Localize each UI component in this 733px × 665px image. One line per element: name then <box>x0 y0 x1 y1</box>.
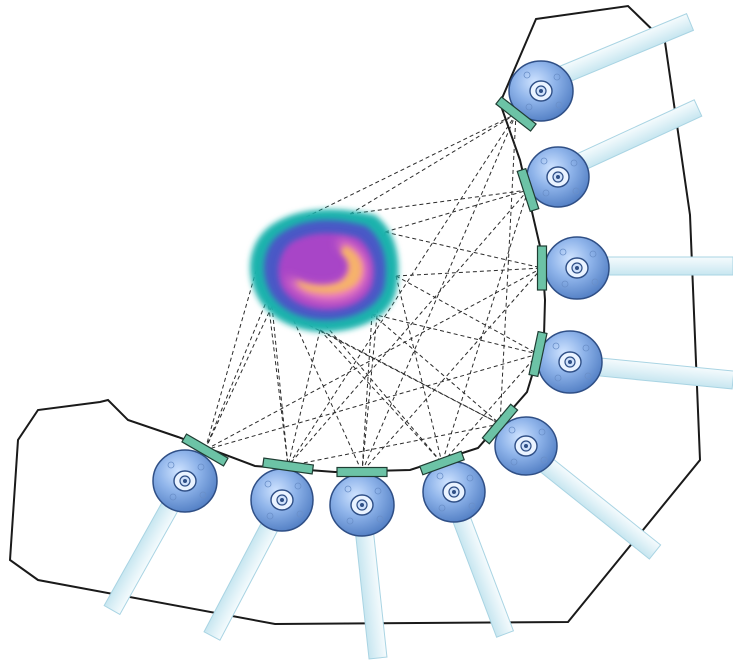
collimator-plate <box>336 466 388 478</box>
light-guide-tube <box>533 452 662 560</box>
line-of-response <box>371 313 539 355</box>
line-of-response <box>361 231 386 473</box>
light-guide-tube <box>594 256 733 276</box>
collimator-plate <box>536 245 548 291</box>
coincidence-line <box>441 353 539 464</box>
light-guide-tube <box>588 356 733 390</box>
line-of-response <box>271 305 289 467</box>
line-of-response <box>287 329 321 467</box>
coincidence-line <box>499 113 517 425</box>
line-of-response <box>371 313 501 425</box>
line-of-response <box>299 113 517 221</box>
coincidence-line <box>287 423 501 467</box>
collimator-plate <box>516 167 540 213</box>
coincidence-line <box>287 189 529 467</box>
collimator-plate <box>261 457 315 475</box>
detector-module <box>537 330 603 394</box>
detector-module <box>329 473 395 537</box>
line-of-response <box>319 329 443 464</box>
detector-module <box>508 60 574 122</box>
detector-module <box>526 146 590 208</box>
line-of-response <box>395 275 539 355</box>
lines-of-response <box>204 113 543 473</box>
collimator-plate <box>495 96 537 132</box>
coincidence-line <box>441 189 529 464</box>
coincidence-line <box>361 113 517 473</box>
coincidence-line <box>204 267 543 451</box>
line-of-response <box>384 189 529 233</box>
line-of-response <box>349 113 517 215</box>
detector-module <box>250 468 314 532</box>
light-guide-tube <box>354 526 388 660</box>
line-of-response <box>395 275 443 464</box>
collimator-plate <box>528 330 548 378</box>
light-guide-tube <box>450 511 515 638</box>
light-guide-tube <box>103 497 181 616</box>
detector-module <box>544 236 610 300</box>
collimator-plate <box>181 433 229 467</box>
gantry-outline <box>8 4 702 626</box>
coincidence-line <box>361 267 543 473</box>
detector-ring <box>152 60 610 537</box>
source-distribution <box>250 209 399 333</box>
line-of-response <box>261 249 443 464</box>
line-of-response <box>395 267 543 277</box>
light-guides <box>103 13 733 660</box>
light-guide-tube <box>550 13 695 87</box>
detector-module <box>422 461 486 523</box>
coincidence-line <box>204 353 539 451</box>
collimator-plate <box>481 403 519 445</box>
line-of-response <box>361 313 373 473</box>
line-of-response <box>204 305 273 451</box>
collimator-plates <box>181 96 548 478</box>
line-of-response <box>384 231 543 269</box>
line-of-response <box>261 249 363 473</box>
detector-module <box>152 449 218 513</box>
detector-module <box>494 416 558 476</box>
line-of-response <box>349 189 529 215</box>
collimator-plate <box>419 450 465 476</box>
